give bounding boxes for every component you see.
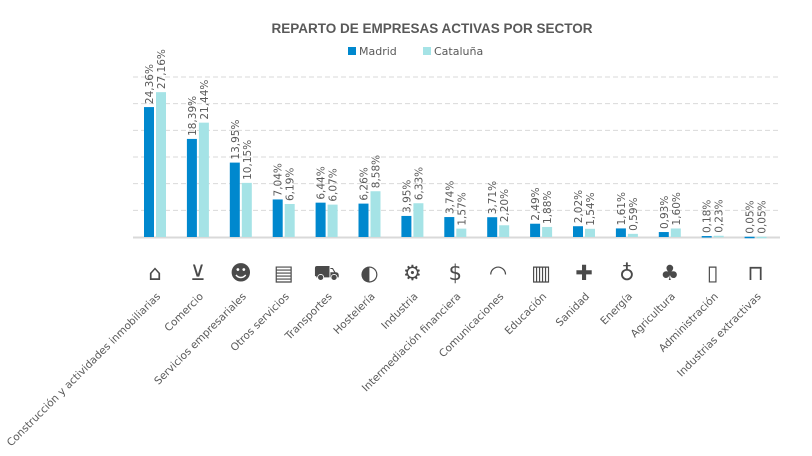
bar-cataluna	[627, 233, 638, 237]
legend-swatch-madrid	[348, 47, 356, 55]
bar-cataluna	[156, 92, 166, 237]
bar-cataluna	[670, 228, 681, 237]
legend-label-cataluna: Cataluña	[434, 45, 483, 58]
legend: Madrid Cataluña	[348, 45, 483, 58]
value-label-cataluna: 10,15%	[242, 140, 254, 180]
bar-cataluna	[413, 203, 424, 237]
barrier-icon: ⊓	[747, 261, 763, 285]
category-label: Construcción y actividades inmobiliarias	[5, 291, 163, 449]
bar-madrid	[615, 228, 626, 237]
bar-cataluna	[370, 191, 381, 237]
value-label-madrid: 3,95%	[401, 180, 413, 213]
legend-swatch-cataluna	[423, 47, 431, 55]
shop-icon: ▤	[274, 261, 294, 285]
value-label-madrid: 7,04%	[273, 163, 285, 196]
bar-cataluna	[456, 228, 467, 237]
bar-madrid	[401, 215, 412, 237]
value-label-cataluna: 21,44%	[199, 80, 211, 120]
bar-madrid	[315, 202, 326, 237]
bar-cataluna	[756, 236, 767, 239]
money-bag-icon: $	[449, 261, 462, 285]
value-label-cataluna: 0,23%	[714, 199, 726, 232]
cart-icon: ⊻	[190, 261, 205, 285]
category-label: Comercio	[162, 291, 206, 335]
category-label: Industria	[379, 291, 420, 332]
value-label-madrid: 13,95%	[230, 120, 242, 160]
value-label-cataluna: 1,60%	[671, 192, 683, 225]
value-label-madrid: 2,02%	[573, 190, 585, 223]
category-label: Hostelería	[331, 291, 377, 337]
house-icon: ⌂	[148, 261, 161, 285]
bar-cataluna	[241, 182, 252, 237]
value-label-cataluna: 6,33%	[413, 167, 425, 200]
value-label-madrid: 0,93%	[659, 196, 671, 229]
binders-icon: ▯	[707, 261, 719, 285]
transport-icon: ⛟	[313, 261, 339, 285]
carrot-icon: ♣	[660, 261, 679, 285]
bar-madrid	[444, 217, 455, 237]
bar-madrid	[358, 203, 369, 237]
bar-cataluna	[499, 225, 510, 237]
value-label-cataluna: 1,57%	[456, 192, 468, 225]
value-label-madrid: 6,44%	[316, 166, 328, 199]
books-icon: ▥	[531, 261, 551, 285]
value-label-madrid: 3,74%	[444, 181, 456, 214]
medical-kit-icon: ✚	[575, 261, 593, 285]
value-label-madrid: 24,36%	[144, 64, 156, 104]
gears-icon: ⚙	[403, 261, 422, 285]
value-label-cataluna: 6,19%	[285, 168, 297, 201]
category-label: Sanidad	[554, 291, 592, 329]
value-label-madrid: 0,18%	[702, 200, 714, 233]
value-label-madrid: 0,05%	[745, 200, 757, 233]
value-label-madrid: 1,61%	[616, 192, 628, 225]
chart-title: REPARTO DE EMPRESAS ACTIVAS POR SECTOR	[271, 21, 592, 36]
bar-cataluna	[713, 235, 724, 238]
category-icons: ⌂ ⊻ ☻ ▤ ⛟ ◐ ⚙ $ ◠ ▥ ✚ ♁ ♣ ▯ ⊓	[148, 261, 763, 285]
lightbulb-icon: ♁	[619, 261, 634, 285]
value-label-cataluna: 1,88%	[542, 191, 554, 224]
value-label-cataluna: 8,58%	[371, 155, 383, 188]
bar-madrid	[530, 223, 541, 237]
bar-madrid	[144, 107, 154, 237]
bar-cataluna	[585, 228, 595, 237]
value-label-cataluna: 6,07%	[328, 168, 340, 201]
gridlines	[133, 76, 780, 239]
people-icon: ☻	[230, 261, 252, 285]
bar-cataluna	[327, 204, 338, 237]
dining-icon: ◐	[360, 261, 378, 285]
bar-madrid	[658, 232, 669, 237]
bar-cataluna	[198, 122, 209, 237]
value-labels: 24,36% 27,16% 18,39% 21,44% 13,95%10,15% 7,04…	[144, 49, 769, 234]
value-label-cataluna: 0,59%	[628, 197, 640, 230]
value-label-cataluna: 27,16%	[156, 49, 168, 89]
category-label: Educación	[503, 291, 550, 338]
bar-madrid	[487, 217, 498, 237]
category-label: Energía	[598, 291, 635, 328]
bar-madrid	[744, 236, 755, 239]
legend-label-madrid: Madrid	[359, 45, 397, 58]
value-label-madrid: 18,39%	[187, 96, 199, 136]
value-label-cataluna: 0,05%	[757, 200, 769, 233]
value-label-cataluna: 2,20%	[499, 189, 511, 222]
bar-madrid	[272, 199, 283, 237]
bar-madrid	[229, 162, 240, 237]
bar-madrid	[186, 138, 197, 237]
value-label-madrid: 6,26%	[359, 167, 371, 200]
bar-madrid	[701, 236, 712, 238]
bar-cataluna	[284, 203, 295, 237]
category-labels: Construcción y actividades inmobiliarias…	[5, 291, 764, 449]
wifi-icon: ◠	[489, 261, 507, 285]
value-label-madrid: 3,71%	[487, 181, 499, 214]
bar-madrid	[573, 226, 583, 237]
value-label-madrid: 2,49%	[530, 187, 542, 220]
value-label-cataluna: 1,54%	[585, 192, 597, 225]
bars	[144, 92, 767, 239]
category-label: Industrias extractivas	[675, 291, 764, 380]
bar-cataluna	[542, 226, 553, 237]
